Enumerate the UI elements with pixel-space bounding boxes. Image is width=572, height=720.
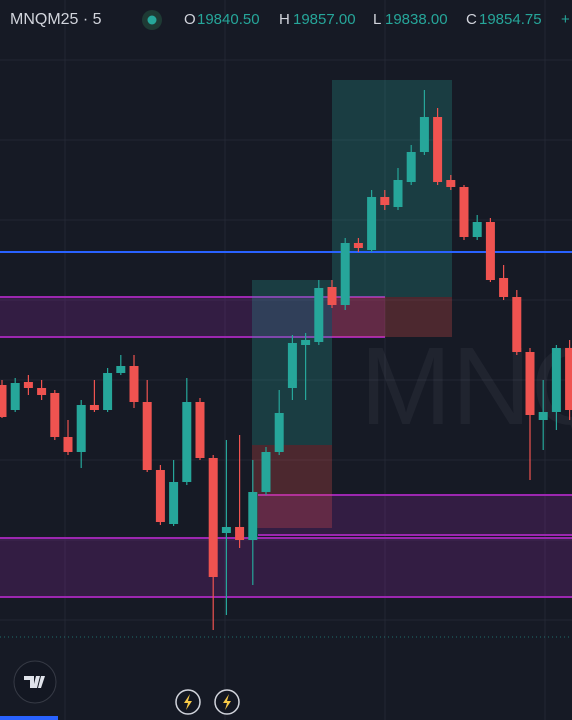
candle-body <box>433 117 443 182</box>
candle-body <box>155 470 165 522</box>
candle-body <box>485 222 495 280</box>
candle-body <box>274 413 284 452</box>
candle-body <box>367 197 377 250</box>
low-value: 19838.00 <box>385 11 448 28</box>
candle-body <box>142 402 152 470</box>
candle-body <box>221 527 231 533</box>
loss-zone <box>332 297 452 337</box>
candle-body <box>50 393 60 437</box>
close-label: C <box>466 11 477 28</box>
candle-body <box>393 180 403 207</box>
zone <box>258 495 572 535</box>
candle-body <box>353 243 363 248</box>
plot <box>0 80 572 630</box>
open-value: 19840.50 <box>197 11 260 28</box>
watermark: MNQM25 <box>360 325 572 448</box>
candle-body <box>23 382 33 388</box>
candle-body <box>235 527 245 540</box>
candle-body <box>248 492 258 540</box>
candle-body <box>89 405 99 410</box>
high-value: 19857.00 <box>293 11 356 28</box>
candle-body <box>287 343 297 388</box>
candle-body <box>63 437 73 452</box>
candle-body <box>76 405 86 452</box>
candle-body <box>512 297 522 352</box>
candle-body <box>327 287 337 305</box>
bolt-icon <box>184 694 192 710</box>
profit-zone <box>332 80 452 297</box>
legend: MNQM25 · 5 O 19840.50 H 19857.00 L 19838… <box>10 10 570 30</box>
candle-body <box>0 385 7 417</box>
candle-body <box>340 243 350 305</box>
candle-body <box>459 187 469 237</box>
alert-button[interactable] <box>175 689 201 715</box>
low-label: L <box>373 11 381 28</box>
alert-button[interactable] <box>214 689 240 715</box>
candle-body <box>446 180 456 187</box>
candle-body <box>129 366 139 402</box>
change-value: + <box>561 11 570 28</box>
candle-body <box>314 288 324 342</box>
symbol: MNQM25 · 5 <box>10 11 102 28</box>
bolt-icon <box>223 694 231 710</box>
candle-body <box>499 278 509 297</box>
candle-body <box>208 458 218 577</box>
candle-body <box>103 373 113 410</box>
candle-body <box>565 348 572 410</box>
zone <box>0 538 572 597</box>
candle-body <box>472 222 482 237</box>
status-dot <box>147 15 157 25</box>
candle-body <box>10 383 20 410</box>
candle-body <box>525 352 535 415</box>
candle-body <box>380 197 390 205</box>
candle-body <box>169 482 179 524</box>
candle-body <box>182 402 192 482</box>
candle-body <box>551 348 561 412</box>
candle-body <box>419 117 429 152</box>
candle-body <box>261 452 271 492</box>
close-value: 19854.75 <box>479 11 542 28</box>
candle-body <box>116 366 126 373</box>
tv-logo-button[interactable] <box>13 660 57 704</box>
candle-body <box>406 152 416 182</box>
scroll-indicator <box>0 716 58 720</box>
candle-body <box>538 412 548 420</box>
open-label: O <box>184 11 196 28</box>
high-label: H <box>279 11 290 28</box>
candle-body <box>301 340 311 345</box>
candle-body <box>37 388 47 395</box>
candle-body <box>195 402 205 458</box>
logo-mark <box>24 676 45 688</box>
